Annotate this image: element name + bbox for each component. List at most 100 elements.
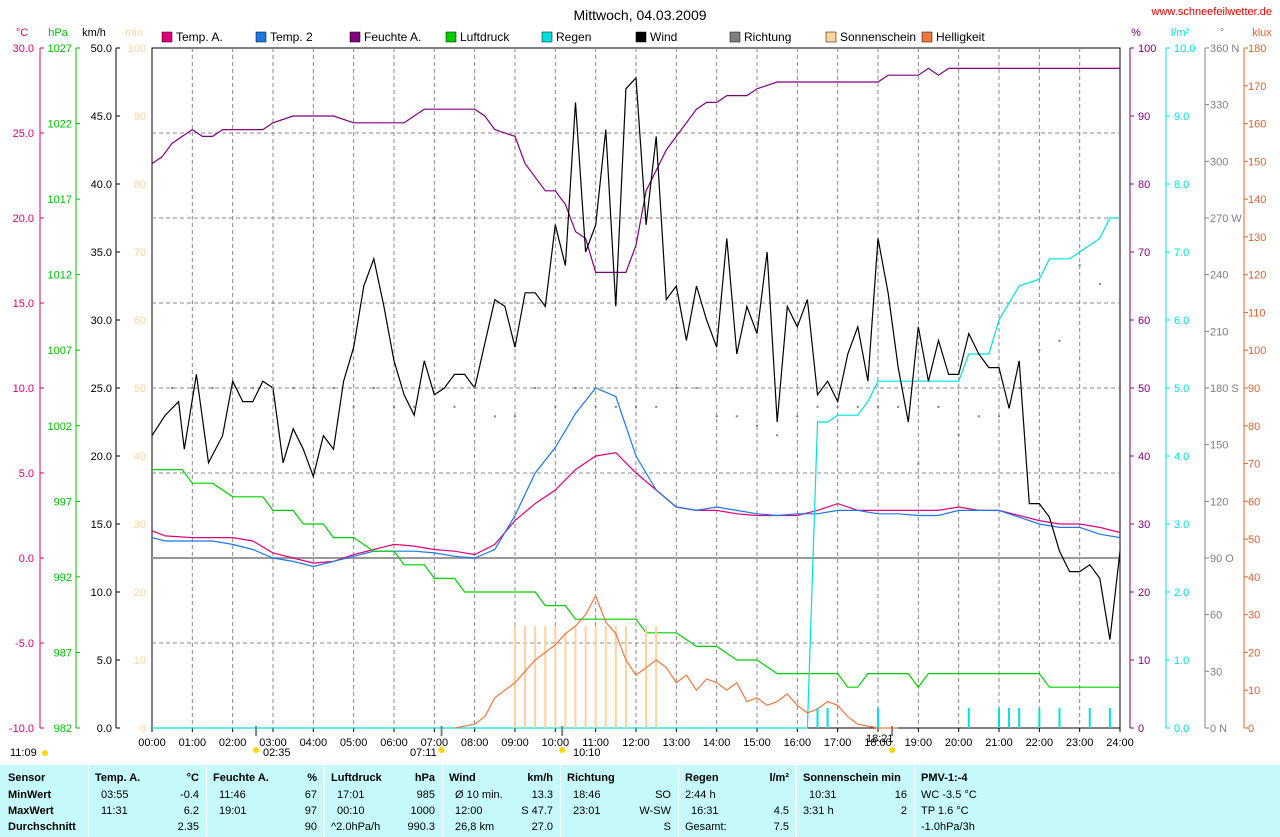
series-6-point-1 bbox=[191, 387, 194, 389]
legend-swatch-7 bbox=[825, 31, 837, 43]
axis-unit-labels: °C hPa km/h min % l/m² ° klux bbox=[16, 27, 1272, 39]
legend-swatch-8 bbox=[921, 31, 933, 43]
pmv-dewpoint: TP 1.6 °C bbox=[921, 805, 969, 817]
series-6-point-35 bbox=[877, 405, 879, 408]
rain-total-label: Gesamt: bbox=[685, 821, 727, 833]
series-6-point-45 bbox=[1078, 264, 1081, 267]
wind-min-value: 13.3 bbox=[531, 789, 553, 801]
wind-header: Wind bbox=[449, 772, 476, 784]
direction-tick-6: 180 S bbox=[1210, 383, 1239, 395]
light-tick-17: 10 bbox=[1248, 685, 1260, 697]
series-6-point-34 bbox=[856, 405, 859, 408]
sun-tick-5: 50 bbox=[134, 383, 146, 395]
temp-min-value: -0.4 bbox=[180, 789, 199, 801]
rain-tick-1: 9.0 bbox=[1174, 111, 1189, 123]
series-6-point-36 bbox=[897, 405, 900, 408]
wind-tick-10: 0.0 bbox=[97, 723, 112, 735]
pressure-tick-5: 1002 bbox=[48, 421, 72, 433]
temp-min-time: 03:55 bbox=[101, 789, 129, 801]
time-tick-10: 10:00 bbox=[542, 737, 570, 749]
rain-tick-0: 10.0 bbox=[1174, 43, 1195, 55]
left-time-label: 11:09 bbox=[10, 747, 37, 759]
direction-tick-5: 210 bbox=[1210, 326, 1228, 338]
time-tick-7: 07:00 bbox=[421, 737, 449, 749]
direction-tick-4: 240 bbox=[1210, 270, 1228, 282]
sunset-label: 18:21 bbox=[866, 733, 894, 745]
series-6-point-26 bbox=[695, 387, 698, 389]
moonset-icon bbox=[559, 747, 566, 753]
temp-tick-1: 25.0 bbox=[13, 128, 34, 140]
temp-tick-6: 0.0 bbox=[19, 553, 34, 565]
sun-tick-1: 90 bbox=[134, 111, 146, 123]
wind-unit: km/h bbox=[527, 772, 553, 784]
series-6-point-33 bbox=[836, 405, 839, 408]
light-tick-11: 70 bbox=[1248, 459, 1260, 471]
temp-tick-2: 20.0 bbox=[13, 213, 34, 225]
series-6-point-39 bbox=[957, 434, 960, 437]
time-tick-12: 12:00 bbox=[622, 737, 650, 749]
light-tick-0: 180 bbox=[1248, 43, 1266, 55]
rain-tick-5: 5.0 bbox=[1174, 383, 1189, 395]
series-6-point-30 bbox=[776, 434, 779, 437]
series-6-point-9 bbox=[352, 405, 355, 408]
pressure-min-time: 17:01 bbox=[337, 789, 365, 801]
rain-unit-label: l/m² bbox=[1171, 27, 1190, 39]
wind-tick-9: 5.0 bbox=[97, 655, 112, 667]
legend-swatch-1 bbox=[255, 31, 267, 43]
series-6-point-12 bbox=[413, 405, 416, 408]
sunshine-min-time: 10:31 bbox=[809, 789, 837, 801]
light-tick-18: 0 bbox=[1248, 723, 1254, 735]
series-6-point-15 bbox=[473, 387, 476, 389]
rain-max-value: 4.5 bbox=[773, 805, 789, 817]
wind-distance: 26,8 km bbox=[455, 821, 495, 833]
wind-min-label: Ø 10 min. bbox=[455, 789, 503, 801]
series-6-point-6 bbox=[292, 387, 295, 389]
pressure-tick-8: 987 bbox=[54, 647, 72, 659]
time-tick-23: 23:00 bbox=[1066, 737, 1094, 749]
series-6-point-2 bbox=[211, 387, 214, 389]
sun-tick-9: 10 bbox=[134, 655, 146, 667]
humidity-tick-8: 20 bbox=[1138, 587, 1150, 599]
legend-label-1: Temp. 2 bbox=[270, 30, 313, 44]
rain-total-value: 7.5 bbox=[773, 821, 789, 833]
series-6-point-7 bbox=[312, 387, 315, 389]
direction-tick-11: 30 bbox=[1210, 666, 1222, 678]
sun-tick-10: 0 bbox=[140, 723, 146, 735]
series-6-point-5 bbox=[272, 387, 274, 389]
series-6-point-43 bbox=[1038, 349, 1041, 352]
legend-label-2: Feuchte A. bbox=[364, 30, 421, 44]
direction-header: Richtung bbox=[567, 772, 615, 784]
sunset-icon bbox=[889, 747, 896, 753]
humidity-max-value: 97 bbox=[304, 805, 317, 817]
source-link[interactable]: www.schneefeilwetter.de bbox=[1151, 6, 1272, 18]
series-6-point-32 bbox=[816, 405, 819, 408]
series-4-line bbox=[152, 217, 1120, 729]
direction-tick-10: 60 bbox=[1210, 610, 1222, 622]
direction-tick-7: 150 bbox=[1210, 440, 1228, 452]
light-tick-8: 100 bbox=[1248, 345, 1266, 357]
legend: Temp. A. Temp. 2 Feuchte A. Luftdruck Regen W… bbox=[161, 30, 985, 44]
temp-tick-7: -5.0 bbox=[15, 638, 34, 650]
humidity-tick-5: 50 bbox=[1138, 383, 1150, 395]
time-tick-1: 01:00 bbox=[179, 737, 207, 749]
temp-max-value: 6.2 bbox=[183, 805, 199, 817]
sunshine-header: Sonnenschein min bbox=[803, 772, 901, 784]
series-6-point-24 bbox=[655, 405, 658, 408]
stats-col-sunshine: Sonnenschein min 10:31 16 3:31 h 2 bbox=[796, 765, 915, 837]
rain-tick-2: 8.0 bbox=[1174, 179, 1189, 191]
series-6-point-16 bbox=[493, 415, 496, 418]
stats-col-rain: Regen l/m² 2:44 h 16:31 4.5 Gesamt: 7.5 bbox=[678, 765, 797, 837]
pressure-min-value: 985 bbox=[416, 789, 435, 801]
series-6-point-31 bbox=[796, 415, 799, 418]
direction-tick-9: 90 O bbox=[1210, 553, 1234, 565]
series-6-point-10 bbox=[372, 387, 375, 389]
rain-tick-7: 3.0 bbox=[1174, 519, 1189, 531]
chart-title: Mittwoch, 04.03.2009 bbox=[573, 7, 706, 23]
series-3-line bbox=[152, 469, 1120, 689]
series-6-point-3 bbox=[231, 387, 234, 389]
row-avg-label: Durchschnitt bbox=[8, 821, 76, 833]
wind-tick-0: 50.0 bbox=[91, 43, 112, 55]
series-6-point-44 bbox=[1058, 339, 1061, 342]
light-tick-15: 30 bbox=[1248, 610, 1260, 622]
direction-tick-12: 0 N bbox=[1210, 723, 1227, 735]
